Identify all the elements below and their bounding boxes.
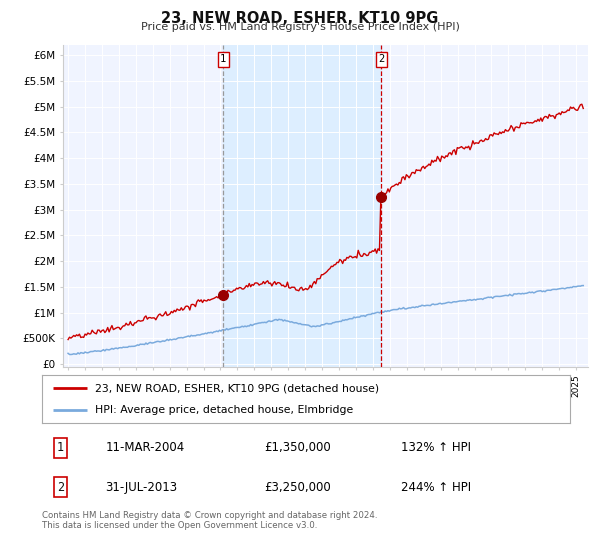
Text: £3,250,000: £3,250,000	[264, 480, 331, 494]
Bar	[223, 45, 382, 367]
Text: 1: 1	[57, 441, 64, 454]
Text: Contains HM Land Registry data © Crown copyright and database right 2024.
This d: Contains HM Land Registry data © Crown c…	[42, 511, 377, 530]
Text: 23, NEW ROAD, ESHER, KT10 9PG (detached house): 23, NEW ROAD, ESHER, KT10 9PG (detached …	[95, 383, 379, 393]
Text: 23, NEW ROAD, ESHER, KT10 9PG: 23, NEW ROAD, ESHER, KT10 9PG	[161, 11, 439, 26]
Text: 1: 1	[220, 54, 226, 64]
Text: £1,350,000: £1,350,000	[264, 441, 331, 454]
Text: 11-MAR-2004: 11-MAR-2004	[106, 441, 185, 454]
Text: 132% ↑ HPI: 132% ↑ HPI	[401, 441, 471, 454]
Text: 244% ↑ HPI: 244% ↑ HPI	[401, 480, 471, 494]
Text: 31-JUL-2013: 31-JUL-2013	[106, 480, 178, 494]
Text: HPI: Average price, detached house, Elmbridge: HPI: Average price, detached house, Elmb…	[95, 405, 353, 415]
Text: 2: 2	[57, 480, 64, 494]
Text: Price paid vs. HM Land Registry's House Price Index (HPI): Price paid vs. HM Land Registry's House …	[140, 22, 460, 32]
Text: 2: 2	[378, 54, 385, 64]
